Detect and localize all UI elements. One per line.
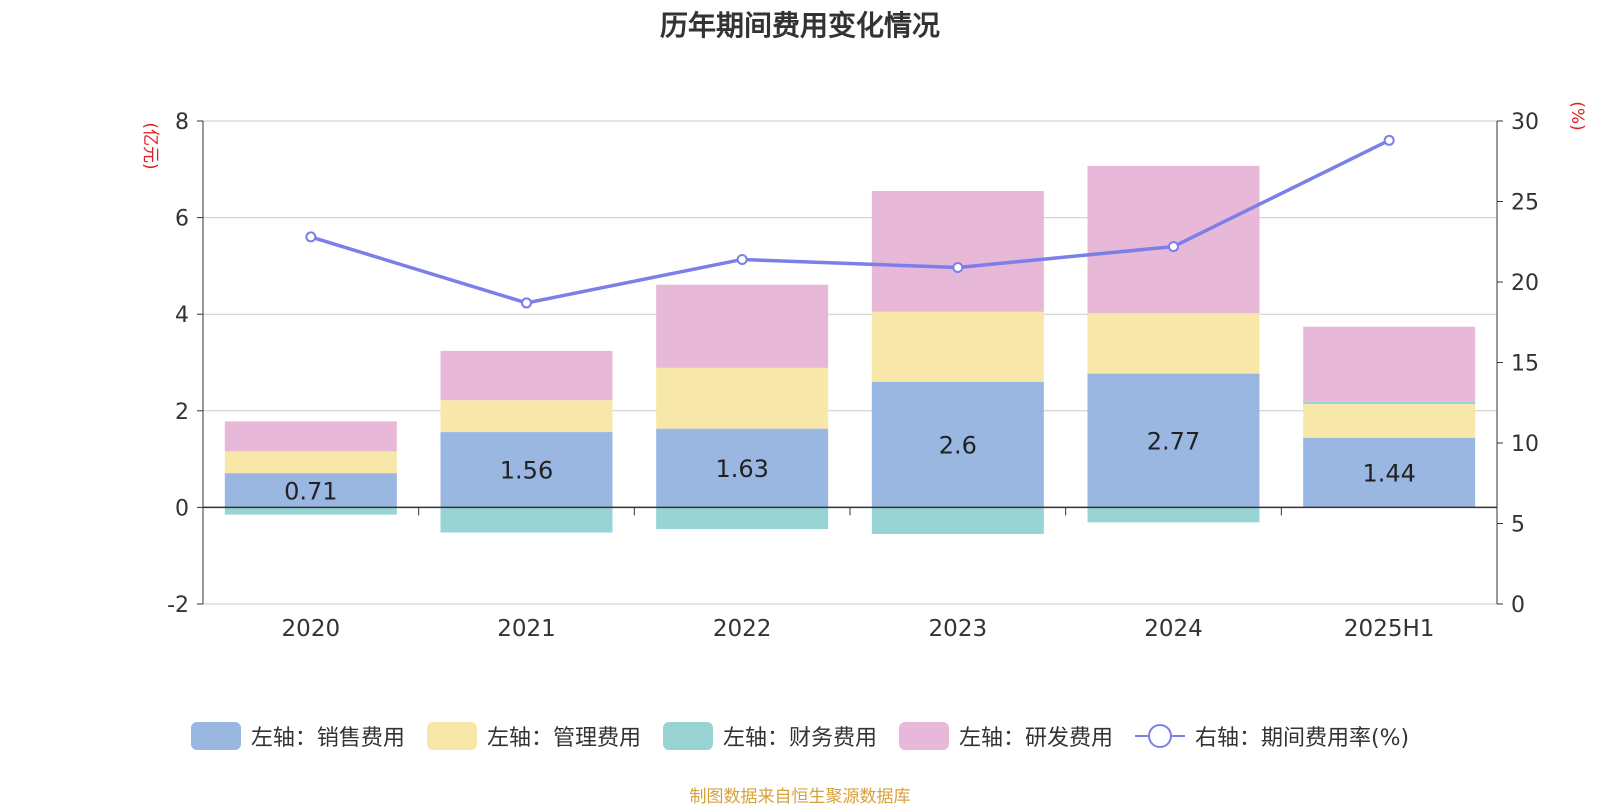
rate-point: [736, 253, 748, 265]
legend-label-rd: 左轴：研发费用: [958, 726, 1113, 751]
bar-segment: [1087, 507, 1260, 523]
rate-point: [521, 297, 532, 309]
legend-label-finance: 左轴：财务费用: [722, 726, 877, 751]
legend-swatch-rd: [898, 722, 949, 750]
bar-segment: [440, 400, 613, 433]
bar-value-label: 1.44: [1362, 460, 1415, 488]
left-axis-unit: (亿元): [140, 122, 160, 169]
bar-value-label: 2.77: [1147, 428, 1200, 456]
legend-label-sales: 左轴：销售费用: [250, 726, 405, 751]
legend-item-admin[interactable]: 左轴：管理费用: [426, 720, 641, 752]
legend-swatch-admin: [426, 722, 477, 750]
rate-point: [305, 231, 317, 243]
left-tick-label: 0: [175, 496, 189, 521]
legend-item-rate[interactable]: 右轴：期间费用率(%): [1134, 720, 1410, 752]
bar-segment: [1303, 404, 1476, 438]
bar-segment: [1087, 165, 1260, 314]
rate-line: [310, 138, 1390, 305]
category-label: 2020: [282, 616, 341, 642]
legend-item-sales[interactable]: 左轴：销售费用: [190, 720, 405, 752]
bar-segment: [224, 507, 397, 515]
category-label: 2025H1: [1344, 616, 1434, 642]
legend-item-rd[interactable]: 左轴：研发费用: [898, 720, 1113, 752]
category-label: 2021: [497, 616, 556, 642]
bar-segment: [440, 507, 613, 533]
bar-value-label: 1.63: [715, 455, 768, 483]
bar-segment: [871, 507, 1044, 534]
left-tick-label: 2: [175, 400, 189, 425]
bar-segment: [1303, 437, 1476, 508]
category-label: 2022: [713, 616, 772, 642]
bar-segment: [440, 432, 613, 508]
bar-segment: [871, 191, 1044, 312]
right-tick-label: 25: [1511, 191, 1539, 216]
legend: 左轴：销售费用 左轴：管理费用 左轴：财务费用 左轴：研发费用 右轴：期间费用率…: [0, 718, 1600, 754]
right-tick-label: 0: [1511, 593, 1525, 618]
rate-point: [952, 262, 964, 274]
right-tick-label: 20: [1511, 271, 1539, 296]
grid-lines: [203, 120, 1497, 605]
category-label: 2024: [1144, 616, 1203, 642]
legend-label-rate: 右轴：期间费用率(%): [1194, 726, 1410, 751]
bar-segment: [1303, 401, 1476, 405]
bar-value-label: 1.56: [500, 457, 553, 485]
right-tick-label: 15: [1511, 352, 1539, 377]
bar-segment: [871, 311, 1044, 382]
right-tick-label: 30: [1511, 110, 1539, 135]
right-tick-label: 10: [1511, 432, 1539, 457]
bar-segment: [224, 473, 397, 508]
source-note: 制图数据来自恒生聚源数据库: [689, 787, 911, 807]
bar-segment: [440, 350, 613, 401]
left-tick-label: -2: [167, 593, 189, 618]
bar-segment: [224, 421, 397, 452]
bar-segment: [656, 367, 829, 429]
legend-swatch-finance: [662, 722, 713, 750]
bar-segment: [656, 284, 829, 368]
bar-segment: [1303, 326, 1476, 402]
legend-item-finance[interactable]: 左轴：财务费用: [662, 720, 877, 752]
bar-segment: [871, 381, 1044, 508]
rate-line-layer: [305, 134, 1395, 309]
bar-segment: [1087, 313, 1260, 374]
bar-segment: [656, 507, 829, 530]
chart-title: 历年期间费用变化情况: [659, 9, 940, 42]
bar-segment: [1087, 373, 1260, 508]
legend-swatch-sales: [190, 722, 241, 750]
left-tick-label: 4: [175, 303, 189, 328]
right-axis-unit: (%): [1567, 101, 1587, 130]
rate-point: [1383, 134, 1395, 146]
right-tick-label: 5: [1511, 513, 1525, 538]
data-labels: 0.71 1.56 1.63 2.6 2.77 1.44: [284, 428, 1416, 506]
bar-value-label: 2.6: [939, 432, 977, 460]
left-tick-label: 6: [175, 207, 189, 232]
legend-label-admin: 左轴：管理费用: [486, 726, 641, 751]
left-tick-label: 8: [175, 110, 189, 135]
legend-line-marker-icon: [1134, 722, 1185, 750]
rate-point: [1168, 241, 1179, 253]
bar-segment: [224, 451, 397, 474]
bar-value-label: 0.71: [284, 477, 337, 505]
bar-layer: [224, 165, 1476, 534]
category-label: 2023: [929, 616, 988, 642]
bar-segment: [656, 428, 829, 508]
